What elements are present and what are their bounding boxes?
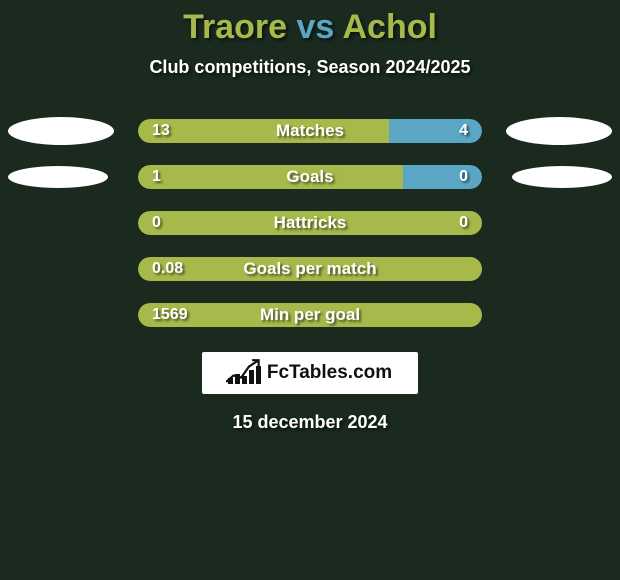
player-a-name: Traore (183, 8, 287, 46)
stat-bar: Goals per match0.08 (138, 257, 482, 281)
stat-row: Hattricks00 (0, 200, 620, 246)
bar-segment-left (138, 211, 482, 235)
source-logo: FcTables.com (202, 352, 418, 394)
left-indicator-ellipse (8, 166, 108, 188)
bar-chart-trend-icon (228, 362, 261, 384)
stat-row: Matches134 (0, 108, 620, 154)
left-indicator-ellipse (8, 117, 114, 145)
bar-segment-left (138, 257, 482, 281)
stat-row: Goals per match0.08 (0, 246, 620, 292)
stat-rows: Matches134 Goals10 Hattricks00 Goals per ma… (0, 108, 620, 338)
bar-segment-right (389, 119, 482, 143)
right-indicator-ellipse (506, 117, 612, 145)
stat-bar: Min per goal1569 (138, 303, 482, 327)
vs-label: vs (296, 8, 334, 46)
player-b-name: Achol (342, 8, 436, 46)
stat-row: Min per goal1569 (0, 292, 620, 338)
right-indicator-ellipse (512, 166, 612, 188)
stat-row: Goals10 (0, 154, 620, 200)
snapshot-date: 15 december 2024 (0, 412, 620, 433)
bar-segment-left (138, 119, 389, 143)
stat-bar: Matches134 (138, 119, 482, 143)
bar-segment-right (403, 165, 482, 189)
page-title: Traore vs Achol (0, 8, 620, 47)
logo-text: FcTables.com (267, 362, 392, 384)
bar-segment-left (138, 303, 482, 327)
subtitle: Club competitions, Season 2024/2025 (0, 57, 620, 78)
trend-line-icon (226, 358, 263, 384)
stat-bar: Hattricks00 (138, 211, 482, 235)
bar-segment-left (138, 165, 403, 189)
stat-bar: Goals10 (138, 165, 482, 189)
comparison-infographic: Traore vs Achol Club competitions, Seaso… (0, 0, 620, 433)
